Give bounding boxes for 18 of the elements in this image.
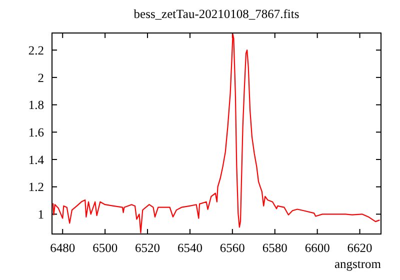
x-tick-label: 6560 [220,241,245,255]
x-tick-label: 6520 [135,241,160,255]
y-tick-label: 1.6 [28,126,44,140]
y-tick-label: 1.4 [28,152,45,167]
x-tick-label: 6500 [92,241,118,255]
y-tick-label: 2.2 [28,43,44,58]
y-tick-label: 1.8 [28,98,44,112]
x-tick-label: 6600 [304,241,330,255]
line-series [52,34,380,234]
y-tick-label: 1.2 [28,180,44,194]
x-tick-label: 6620 [347,241,372,255]
x-axis-title: angstrom [334,257,382,271]
x-tick-label: 6540 [177,241,202,255]
chart-title: bess_zetTau-20210108_7867.fits [134,7,300,21]
x-tick-label: 6580 [262,241,288,255]
y-tick-label: 2 [38,70,44,85]
x-tick-label: 6480 [50,241,76,255]
y-tick-label: 1 [38,208,44,222]
